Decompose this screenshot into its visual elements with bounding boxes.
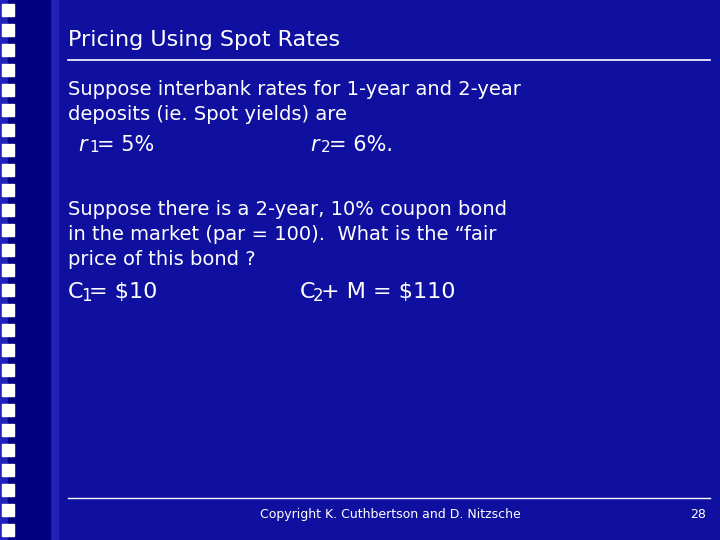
Text: 1: 1: [89, 140, 99, 155]
Text: Pricing Using Spot Rates: Pricing Using Spot Rates: [68, 30, 340, 50]
Bar: [2, 504, 14, 516]
Bar: [2, 224, 14, 236]
Bar: [2, 324, 14, 336]
Bar: [2, 484, 14, 496]
Bar: [2, 304, 14, 316]
Text: 2: 2: [313, 287, 323, 305]
Bar: [2, 84, 14, 96]
Bar: [2, 264, 14, 276]
Text: 28: 28: [690, 508, 706, 521]
Bar: [2, 424, 14, 436]
Bar: [2, 344, 14, 356]
Bar: [2, 64, 14, 76]
Bar: [2, 4, 14, 16]
Bar: [2, 144, 14, 156]
Bar: [2, 204, 14, 216]
Bar: [2, 524, 14, 536]
Text: = 6%.: = 6%.: [329, 135, 393, 155]
Text: r: r: [310, 135, 319, 155]
Bar: [2, 384, 14, 396]
Bar: [2, 44, 14, 56]
Text: in the market (par = 100).  What is the “fair: in the market (par = 100). What is the “…: [68, 225, 497, 244]
Text: Suppose interbank rates for 1-year and 2-year: Suppose interbank rates for 1-year and 2…: [68, 80, 521, 99]
Text: Suppose there is a 2-year, 10% coupon bond: Suppose there is a 2-year, 10% coupon bo…: [68, 200, 507, 219]
Text: C: C: [300, 282, 315, 302]
Text: price of this bond ?: price of this bond ?: [68, 250, 256, 269]
Text: = $10: = $10: [89, 282, 158, 302]
Text: r: r: [78, 135, 86, 155]
Text: = 5%: = 5%: [97, 135, 154, 155]
Text: + M = $110: + M = $110: [321, 282, 456, 302]
Text: Copyright K. Cuthbertson and D. Nitzsche: Copyright K. Cuthbertson and D. Nitzsche: [260, 508, 521, 521]
Bar: [2, 404, 14, 416]
Text: C: C: [68, 282, 84, 302]
Bar: [0, 0, 58, 540]
Bar: [2, 164, 14, 176]
Text: 1: 1: [81, 287, 91, 305]
Bar: [2, 104, 14, 116]
Bar: [2, 284, 14, 296]
Bar: [2, 24, 14, 36]
Bar: [2, 364, 14, 376]
Bar: [2, 244, 14, 256]
Bar: [2, 184, 14, 196]
Bar: [2, 124, 14, 136]
Bar: [2, 444, 14, 456]
Text: 2: 2: [321, 140, 330, 155]
Bar: [2, 464, 14, 476]
Bar: [8, 0, 50, 540]
Text: deposits (ie. Spot yields) are: deposits (ie. Spot yields) are: [68, 105, 347, 124]
